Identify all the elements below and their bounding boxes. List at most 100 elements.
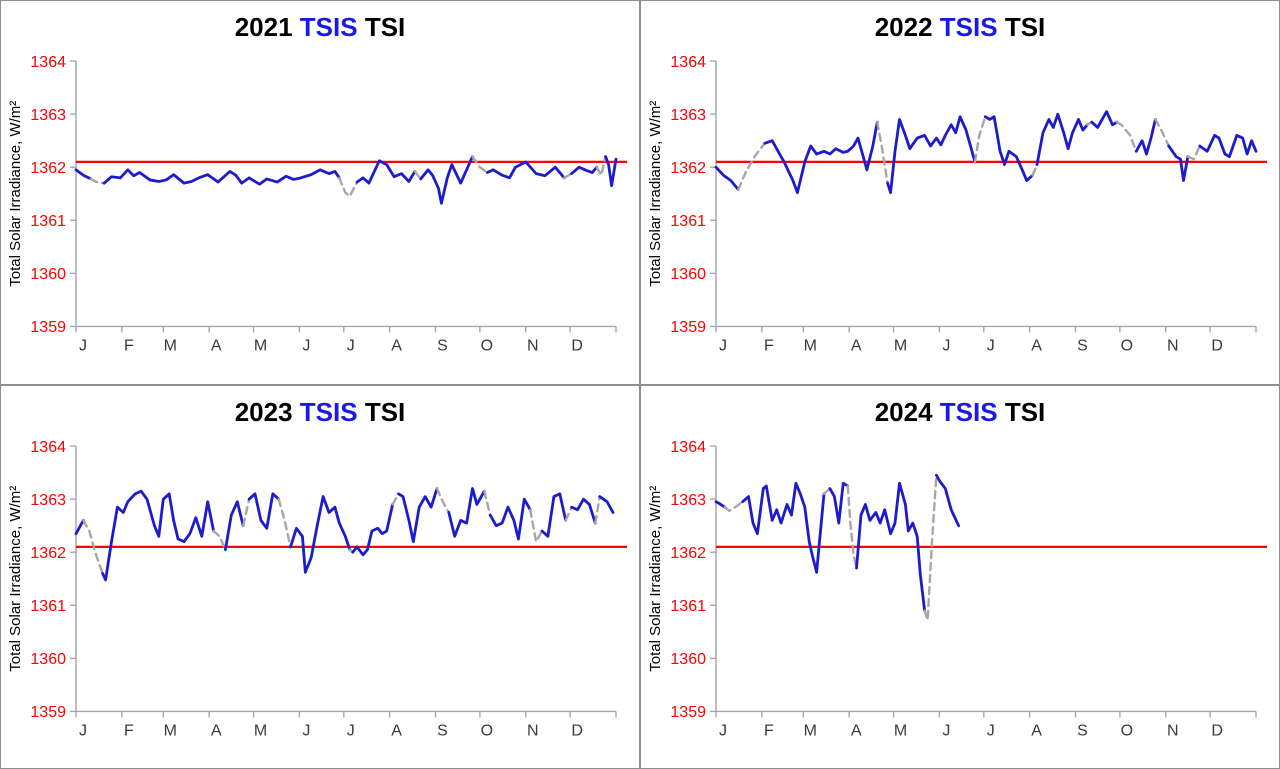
tsi-series-solid (1035, 112, 1089, 167)
y-tick-label: 1360 (30, 651, 66, 668)
y-axis-title: Total Solar Irradiance, W/m² (647, 101, 664, 287)
tsi-series-gap-dashed (1115, 120, 1138, 153)
tsi-series-gap-dashed (923, 473, 938, 621)
month-label: J (719, 337, 727, 354)
tsi-series-gap-dashed (89, 177, 106, 185)
chart-title-2023: 2023 TSIS TSI (1, 397, 639, 428)
month-label: A (391, 722, 402, 739)
month-label: A (211, 337, 222, 354)
chart-panel-2024: 2024 TSIS TSI 1359 1360 1361 1362 1363 1364 J F… (641, 385, 1279, 768)
tsi-series-solid (714, 165, 740, 191)
month-label: F (764, 337, 774, 354)
month-label: M (804, 722, 817, 739)
y-tick-label: 1360 (30, 266, 66, 283)
month-label: J (347, 722, 355, 739)
y-tick-label: 1363 (670, 107, 706, 124)
y-tick-label: 1363 (30, 107, 66, 124)
tsi-series-solid (598, 494, 615, 514)
tsi-plot-2022: 1359 1360 1361 1362 1363 1364 J F M A M J J A S O N D Tota… (647, 54, 1267, 354)
month-label: O (1121, 722, 1133, 739)
tsi-series-solid (74, 168, 93, 181)
month-label: A (211, 722, 222, 739)
y-tick-label: 1364 (30, 438, 66, 455)
tsi-series-gap-dashed (82, 518, 104, 575)
month-label: M (254, 337, 267, 354)
month-label: A (1031, 722, 1042, 739)
tsi-series-gap-dashed (1031, 163, 1039, 177)
month-label: M (164, 722, 177, 739)
month-label: D (1211, 337, 1223, 354)
chart-title-2022: 2022 TSIS TSI (641, 12, 1279, 43)
tsi-series-solid (1090, 110, 1119, 129)
month-label: M (164, 337, 177, 354)
tsi-series-solid (224, 499, 245, 551)
y-tick-label: 1363 (30, 491, 66, 508)
y-axis-title: Total Solar Irradiance, W/m² (7, 485, 24, 671)
y-tick-label: 1362 (30, 544, 66, 561)
y-tick-label: 1360 (670, 266, 706, 283)
month-label: A (1031, 337, 1042, 354)
tsi-series-gap-dashed (1154, 118, 1170, 148)
tsi-plot-2021: 1359 1360 1361 1362 1363 1364 J F M A M J J A S O N D Tota… (7, 54, 627, 354)
month-label: M (894, 722, 907, 739)
tsi-series-gap-dashed (277, 497, 292, 548)
tsi-series-gap-dashed (564, 505, 573, 522)
tsi-series-solid (419, 155, 474, 205)
tsi-series-solid (983, 115, 1034, 182)
tsi-series-solid (247, 491, 281, 530)
month-label: S (1077, 337, 1088, 354)
tsi-series-solid (102, 168, 341, 186)
tsi-series-solid (289, 494, 352, 574)
month-label: N (527, 722, 539, 739)
y-tick-label: 1364 (30, 54, 66, 71)
month-label: O (481, 337, 493, 354)
tsi-series-gap-dashed (1186, 144, 1201, 161)
tsi-series-solid (488, 497, 532, 540)
tsi-series-gap-dashed (338, 176, 359, 198)
title-metric: TSI (364, 396, 406, 427)
y-tick-label: 1364 (670, 438, 706, 455)
month-label: J (987, 722, 995, 739)
tsi-series-solid (763, 120, 879, 195)
y-tick-label: 1361 (670, 213, 706, 230)
tsi-series-gap-dashed (435, 486, 450, 514)
y-tick-label: 1359 (670, 319, 706, 336)
tsi-series-solid (485, 160, 566, 180)
tsi-series-solid (828, 481, 850, 524)
tsi-series-solid (101, 489, 215, 581)
chart-panel-2021: 2021 TSIS TSI 1359 1360 1361 1362 1363 1364 J F… (1, 1, 639, 384)
title-metric: TSI (1004, 396, 1046, 427)
title-mission: TSIS (939, 396, 998, 427)
month-label: J (942, 337, 950, 354)
y-tick-label: 1363 (670, 491, 706, 508)
tsi-series-solid (714, 499, 727, 509)
month-label: J (719, 722, 727, 739)
tsi-series-solid (351, 502, 394, 556)
month-label: S (1077, 722, 1088, 739)
month-label: N (1167, 722, 1179, 739)
month-label: A (851, 722, 862, 739)
tsi-series-solid (935, 473, 960, 527)
month-label: A (851, 337, 862, 354)
month-label: J (302, 337, 310, 354)
title-metric: TSI (1004, 12, 1046, 42)
tsi-series-gap-dashed (595, 155, 607, 177)
month-label: J (942, 722, 950, 739)
title-mission: TSIS (939, 12, 998, 42)
tsi-series-gap-dashed (413, 170, 422, 181)
tsi-series-solid (1167, 144, 1190, 182)
title-year: 2024 (874, 396, 933, 427)
y-tick-label: 1364 (670, 54, 706, 71)
month-label: N (1167, 337, 1179, 354)
tsi-series-solid (355, 159, 417, 185)
month-label: S (437, 722, 448, 739)
month-label: J (302, 722, 310, 739)
tsi-plot-2024: 1359 1360 1361 1362 1363 1364 J F M A M J J A S O N D Tota… (647, 438, 1267, 739)
title-mission: TSIS (299, 12, 358, 42)
tsi-series-gap-dashed (846, 484, 858, 569)
tsi-series-gap-dashed (563, 172, 573, 180)
tsi-series-solid (74, 518, 85, 535)
tsi-series-solid (570, 165, 599, 176)
tsi-series-gap-dashed (723, 500, 744, 512)
month-label: S (437, 337, 448, 354)
